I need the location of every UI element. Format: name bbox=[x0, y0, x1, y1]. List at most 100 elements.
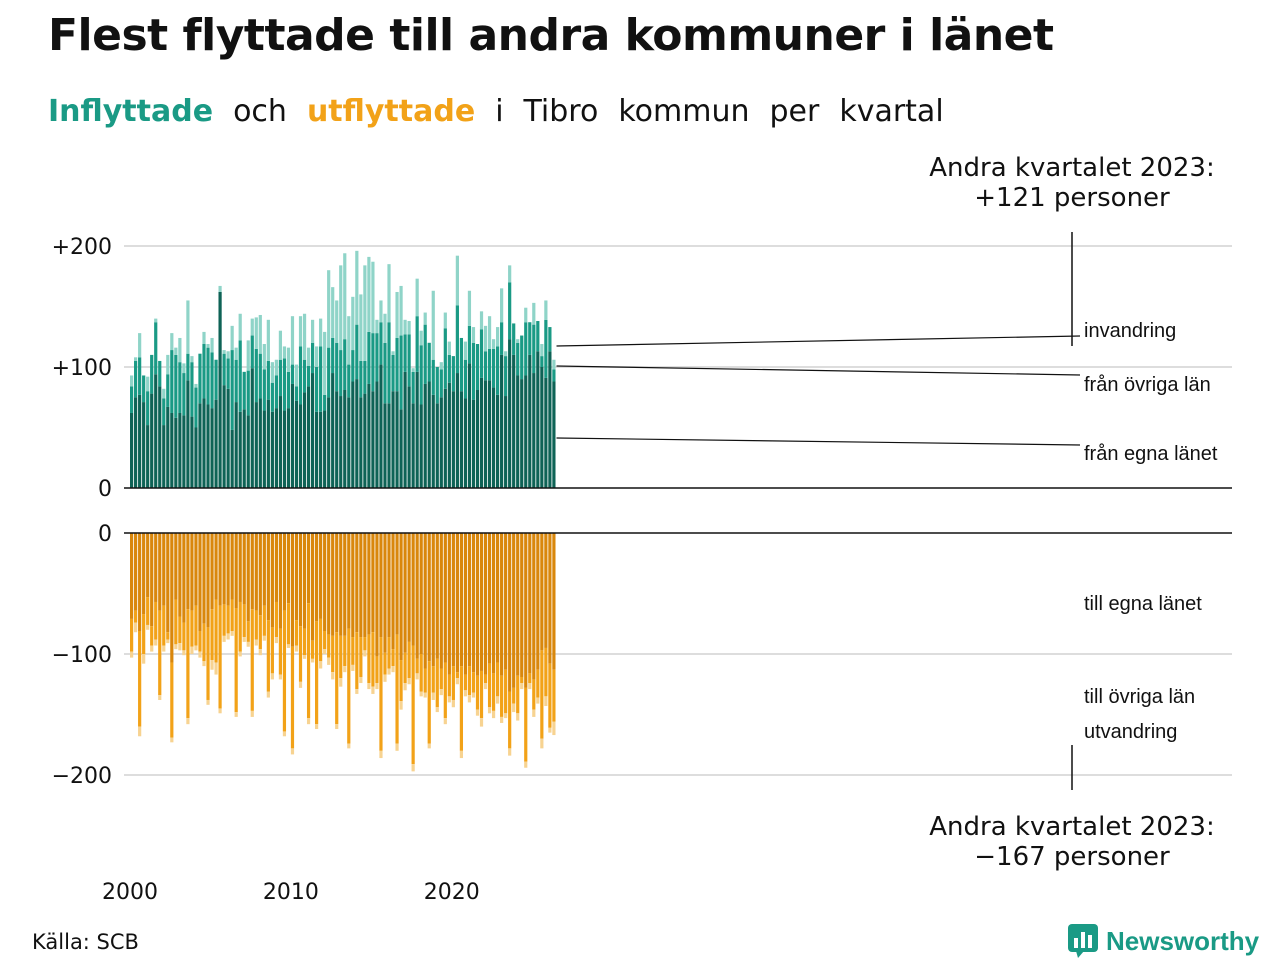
bar-in-s1-q9 bbox=[166, 374, 170, 407]
bar-out-s0-q52 bbox=[339, 533, 343, 636]
bar-out-s2-q91 bbox=[496, 696, 500, 704]
x-tick-0: 2000 bbox=[102, 880, 158, 905]
bar-out-s2-q6 bbox=[154, 639, 158, 646]
bar-out-s0-q69 bbox=[407, 533, 411, 642]
bar-out-s1-q46 bbox=[315, 621, 319, 725]
bar-out-s0-q80 bbox=[451, 533, 455, 667]
bar-out-s2-q101 bbox=[536, 697, 540, 704]
bar-in-s1-q43 bbox=[302, 359, 307, 393]
bar-in-s1-q70 bbox=[411, 371, 415, 404]
bar-out-s1-q5 bbox=[150, 626, 154, 646]
bar-in-s2-q26 bbox=[234, 347, 238, 360]
bar-out-s2-q45 bbox=[310, 658, 315, 663]
bar-out-s1-q81 bbox=[455, 672, 459, 679]
bar-in-s0-q47 bbox=[319, 411, 323, 488]
bar-in-s1-q41 bbox=[294, 386, 299, 401]
bar-out-s1-q101 bbox=[536, 669, 540, 698]
bar-in-s0-q7 bbox=[158, 386, 162, 488]
bar-out-s1-q13 bbox=[182, 622, 186, 651]
bar-out-s0-q82 bbox=[459, 533, 464, 667]
bar-in-s2-q45 bbox=[310, 319, 315, 343]
bar-out-s2-q14 bbox=[186, 718, 190, 725]
bar-out-s0-q94 bbox=[508, 533, 512, 692]
bar-out-s1-q40 bbox=[290, 646, 295, 749]
bar-in-s2-q79 bbox=[447, 341, 451, 355]
bar-out-s2-q84 bbox=[467, 695, 472, 703]
bar-in-s2-q91 bbox=[496, 327, 500, 347]
bar-out-s0-q84 bbox=[467, 533, 472, 667]
bar-in-s0-q5 bbox=[150, 393, 154, 488]
bar-out-s2-q81 bbox=[455, 678, 459, 685]
top-annotation-line2: +121 personer bbox=[974, 183, 1170, 213]
bar-out-s2-q63 bbox=[383, 674, 387, 682]
bar-out-s0-q60 bbox=[371, 533, 375, 633]
bar-out-s2-q47 bbox=[319, 661, 323, 669]
bar-out-s1-q59 bbox=[367, 634, 371, 684]
bar-out-s1-q94 bbox=[508, 691, 512, 749]
bar-in-s2-q70 bbox=[411, 368, 415, 372]
bar-out-s0-q61 bbox=[375, 533, 379, 657]
bar-in-s0-q21 bbox=[214, 399, 218, 488]
bar-out-s1-q9 bbox=[166, 632, 170, 640]
bar-in-s0-q0 bbox=[130, 412, 134, 488]
bar-out-s1-q92 bbox=[500, 675, 504, 717]
bar-in-s2-q84 bbox=[467, 290, 472, 326]
bar-in-s2-q11 bbox=[174, 347, 178, 355]
bar-out-s1-q88 bbox=[483, 674, 488, 684]
bar-in-s2-q1 bbox=[134, 357, 138, 361]
bar-out-s0-q47 bbox=[319, 533, 323, 619]
bar-in-s1-q25 bbox=[230, 350, 234, 430]
bar-out-s2-q86 bbox=[475, 709, 480, 716]
bar-out-s2-q0 bbox=[130, 651, 134, 658]
bar-out-s0-q44 bbox=[306, 533, 311, 604]
bar-in-s1-q95 bbox=[512, 323, 516, 355]
bar-in-s1-q69 bbox=[407, 334, 411, 387]
bar-out-s0-q50 bbox=[331, 533, 335, 636]
bar-in-s1-q23 bbox=[222, 353, 226, 386]
bar-in-s2-q33 bbox=[262, 344, 266, 370]
bar-in-s2-q39 bbox=[286, 347, 291, 372]
bar-in-s0-q88 bbox=[483, 380, 488, 488]
bar-in-s0-q45 bbox=[310, 373, 315, 488]
bar-out-s1-q27 bbox=[238, 601, 242, 652]
bar-in-s0-q10 bbox=[170, 412, 174, 488]
bar-in-s2-q29 bbox=[246, 340, 250, 371]
bar-out-s2-q33 bbox=[262, 635, 266, 641]
bar-in-s1-q6 bbox=[154, 322, 158, 375]
bar-in-s2-q37 bbox=[278, 330, 283, 360]
bar-out-s0-q31 bbox=[254, 533, 258, 611]
bar-out-s1-q95 bbox=[512, 687, 516, 704]
bar-in-s0-q46 bbox=[315, 411, 319, 488]
bar-in-s2-q20 bbox=[210, 337, 214, 353]
bar-out-s0-q97 bbox=[520, 533, 524, 677]
bar-out-s0-q77 bbox=[439, 533, 443, 669]
bar-out-s1-q67 bbox=[399, 660, 403, 702]
bar-in-s0-q97 bbox=[520, 379, 524, 488]
bar-out-s1-q91 bbox=[496, 662, 500, 697]
bar-in-s1-q78 bbox=[443, 328, 447, 389]
bar-in-s1-q77 bbox=[439, 369, 443, 398]
bar-in-s1-q94 bbox=[508, 282, 512, 340]
bar-out-s2-q49 bbox=[327, 657, 331, 665]
bar-in-s2-q59 bbox=[367, 256, 371, 332]
bar-in-s1-q80 bbox=[451, 356, 455, 392]
bar-in-s0-q14 bbox=[186, 380, 190, 488]
bar-in-s0-q15 bbox=[190, 416, 194, 488]
bar-in-s1-q76 bbox=[435, 367, 439, 404]
bar-in-s0-q39 bbox=[286, 408, 291, 488]
bar-out-s2-q18 bbox=[202, 661, 206, 667]
bar-in-s2-q77 bbox=[439, 362, 443, 370]
bar-in-s0-q42 bbox=[298, 404, 303, 488]
bar-out-s2-q105 bbox=[552, 721, 556, 736]
bar-in-s2-q73 bbox=[423, 312, 427, 325]
bar-out-s1-q7 bbox=[158, 610, 162, 696]
bar-in-s2-q44 bbox=[306, 347, 311, 366]
bar-out-s2-q23 bbox=[222, 635, 226, 642]
bar-in-s2-q32 bbox=[258, 314, 262, 354]
bar-out-s0-q48 bbox=[323, 533, 327, 632]
x-tick-1: 2010 bbox=[263, 880, 319, 905]
bar-in-s1-q73 bbox=[423, 324, 427, 384]
bar-in-s0-q91 bbox=[496, 394, 500, 488]
bar-out-s2-q44 bbox=[306, 718, 311, 725]
bar-in-s1-q16 bbox=[194, 387, 198, 428]
